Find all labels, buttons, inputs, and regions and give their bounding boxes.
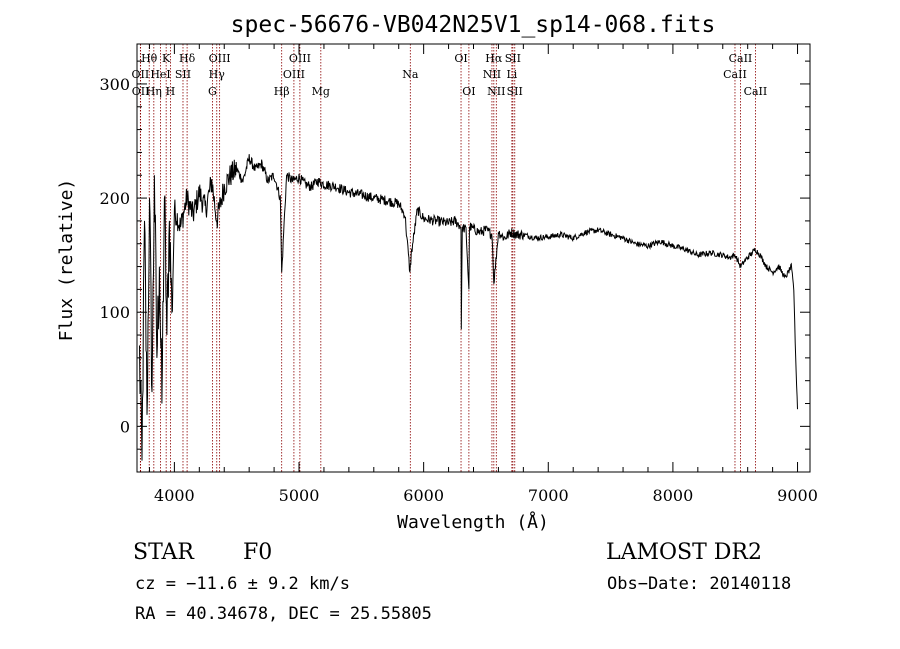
y-axis-label: Flux (relative) bbox=[56, 179, 77, 342]
line-label-23: NII bbox=[487, 85, 505, 98]
line-label-6: SII bbox=[175, 68, 191, 81]
line-label-8: Hδ bbox=[179, 52, 196, 65]
line-label-16: Na bbox=[402, 68, 419, 81]
y-axis-ticks: 0 100 200 300 bbox=[99, 60, 810, 473]
line-label-18: OI bbox=[462, 85, 475, 98]
line-label-20: SII bbox=[505, 52, 521, 65]
line-label-25: CaII bbox=[729, 52, 753, 65]
line-label-22: Li bbox=[506, 68, 517, 81]
x-axis-ticks: 4000 5000 6000 7000 8000 9000 bbox=[148, 44, 818, 505]
line-label-1: OII bbox=[132, 68, 150, 81]
object-class: STAR bbox=[133, 540, 194, 565]
plot-frame bbox=[136, 43, 811, 473]
x-tick-label: 8000 bbox=[653, 486, 694, 505]
survey-name: LAMOST DR2 bbox=[606, 540, 762, 565]
spectrum-line bbox=[139, 154, 798, 461]
x-tick-label: 6000 bbox=[403, 486, 444, 505]
redshift-velocity: cz = −11.6 ± 9.2 km/s bbox=[135, 574, 350, 594]
line-label-13: OIII bbox=[289, 52, 311, 65]
line-label-3: Hη bbox=[146, 85, 162, 98]
y-tick-label: 300 bbox=[99, 75, 130, 94]
line-label-27: CaII bbox=[744, 85, 768, 98]
x-axis-label: Wavelength (Å) bbox=[397, 511, 549, 533]
line-label-4: K bbox=[162, 52, 171, 65]
line-label-0: Hθ bbox=[141, 52, 158, 65]
y-tick-label: 0 bbox=[120, 417, 130, 436]
line-label-7: H bbox=[166, 85, 176, 98]
line-label-14: OIII bbox=[283, 68, 305, 81]
line-label-26: CaII bbox=[723, 68, 747, 81]
line-label-15: Mg bbox=[312, 85, 330, 98]
object-subclass: F0 bbox=[243, 540, 273, 565]
line-label-17: OI bbox=[454, 52, 467, 65]
line-label-21: NII bbox=[483, 68, 501, 81]
line-label-24: SII bbox=[507, 85, 523, 98]
x-tick-label: 9000 bbox=[777, 486, 818, 505]
line-label-5: HeI bbox=[150, 68, 170, 81]
line-label-10: Hγ bbox=[209, 68, 226, 81]
x-tick-label: 7000 bbox=[528, 486, 569, 505]
y-tick-label: 100 bbox=[99, 303, 130, 322]
chart-title: spec-56676-VB042N25V1_sp14-068.fits bbox=[231, 12, 716, 38]
line-label-19: Hα bbox=[485, 52, 503, 65]
line-label-12: Hβ bbox=[274, 85, 290, 98]
y-tick-label: 200 bbox=[99, 189, 130, 208]
spectral-line-markers bbox=[139, 44, 756, 472]
line-label-2: OII bbox=[132, 85, 150, 98]
observation-date: Obs−Date: 20140118 bbox=[607, 574, 792, 594]
x-tick-label: 4000 bbox=[154, 486, 195, 505]
x-tick-label: 5000 bbox=[279, 486, 320, 505]
coordinates: RA = 40.34678, DEC = 25.55805 bbox=[135, 604, 432, 624]
line-label-11: G bbox=[208, 85, 217, 98]
line-label-9: OIII bbox=[209, 52, 231, 65]
